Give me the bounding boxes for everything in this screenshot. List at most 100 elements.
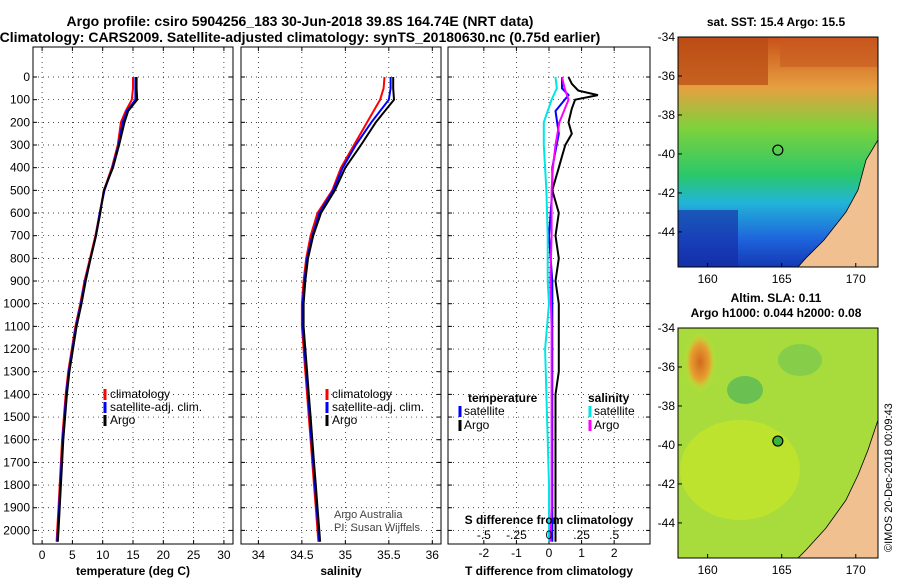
salinity-difference-tick-label: -.25 [506,528,527,542]
temperature-series-argo [56,77,139,542]
difference-panel: -2 -1 0 1 2 T difference from climatology temp… [447,46,651,578]
difference-legend-label: satellite [594,404,635,418]
depth-tick-label: 1700 [3,455,30,469]
salinity-xtick-label: 34 [252,548,266,562]
temperature-legend-label: Argo [110,413,136,427]
sla-low-eddy [727,376,763,404]
sla-map-axes: 160 165 170 -34 -36 -38 -40 -42 -44 [658,321,866,577]
sst-map-xtick-label: 160 [698,272,718,286]
depth-tick-label: 400 [10,161,30,175]
depth-tick-label: 1500 [3,410,30,424]
difference-xlabel-salinity: S difference from climatology [465,513,634,527]
depth-tick-label: 600 [10,206,30,220]
sst-map-axes: 160 165 170 -34 -36 -38 -40 -42 -44 [658,30,866,286]
temperature-xtick-label: 25 [187,548,201,562]
difference-xtick-label: -1 [511,546,522,560]
depth-tick-label: 900 [10,274,30,288]
salinity-xtick-label: 34.5 [290,548,314,562]
sla-map-ytick-label: -44 [658,516,676,530]
sst-map-ytick-label: -42 [658,186,676,200]
depth-tick-label: 1800 [3,478,30,492]
sla-argo-position-marker [772,435,784,447]
sla-map-frame [677,327,879,559]
depth-tick-label: 1100 [4,319,30,333]
salinity-xtick-label: 35.5 [377,548,401,562]
legend-salinity-heading: salinity [588,391,630,405]
credit-line1: Argo Australia [334,509,403,521]
sla-map-subtitle: Argo h1000: 0.044 h2000: 0.08 [691,306,862,320]
sla-land-coast [797,419,878,558]
sla-map-xtick-label: 165 [772,563,792,577]
depth-tick-label: 500 [10,183,30,197]
difference-series-argo-salinity [549,76,570,542]
temperature-xtick-label: 15 [126,548,140,562]
temperature-xtick-label: 20 [157,548,171,562]
imos-timestamp: ©IMOS 20-Dec-2018 00:09:43 [883,403,895,552]
depth-tick-label: 1900 [3,501,30,515]
difference-series-satellite-salinity [542,76,558,542]
temperature-panel: 0 5 10 15 20 25 300100200300400500600700800900… [3,46,234,578]
sla-low-eddy-east [778,344,822,376]
difference-xtick-label: 2 [611,546,618,560]
depth-tick-label: 1400 [3,387,30,401]
sst-land-coast [797,139,878,267]
sst-warm-patch-east [780,37,878,67]
salinity-series-argo [302,77,396,542]
salinity-difference-tick-label: -.5 [477,528,491,542]
temperature-xtick-label: 5 [69,548,76,562]
depth-tick-label: 300 [10,138,30,152]
salinity-difference-tick-label: .5 [609,528,619,542]
figure-title-line2: Climatology: CARS2009. Satellite-adjuste… [0,29,600,45]
temperature-xtick-label: 10 [96,548,110,562]
salinity-panel: 34 34.5 35 35.5 36 salinity climatologysatelli… [240,46,442,578]
temperature-legend-label: climatology [110,387,170,401]
sla-map-ytick-label: -34 [658,321,676,335]
sla-map-title: Altim. SLA: 0.11 [731,291,822,305]
depth-tick-label: 800 [10,251,30,265]
sst-map-ytick-label: -38 [658,108,676,122]
figure-title-line1: Argo profile: csiro 5904256_183 30-Jun-2… [67,13,534,29]
sla-map-ytick-label: -42 [658,477,676,491]
salinity-legend-label: satellite-adj. clim. [332,400,424,414]
temperature-legend-label: satellite-adj. clim. [110,400,202,414]
difference-series-argo-temperature [551,76,599,542]
difference-xtick-label: 1 [578,546,585,560]
sst-map-ytick-label: -36 [658,69,676,83]
temperature-frame [32,46,234,545]
sst-map-ytick-label: -34 [658,30,676,44]
sla-map-ytick-label: -36 [658,360,676,374]
salinity-xtick-label: 35 [339,548,353,562]
sst-map-xtick-label: 170 [846,272,866,286]
difference-legend-label: Argo [464,418,490,432]
sst-map-ytick-label: -44 [658,225,676,239]
sst-map [677,36,879,268]
difference-xlabel: T difference from climatology [465,564,633,578]
depth-tick-label: 1200 [3,342,30,356]
depth-tick-label: 2000 [3,523,30,537]
sst-map-title: sat. SST: 15.4 Argo: 15.5 [707,15,846,29]
difference-xtick-label: 0 [546,546,553,560]
depth-tick-label: 1300 [3,365,30,379]
salinity-difference-tick-label: 0 [546,528,553,542]
temperature-series-climatology [55,77,134,542]
depth-tick-label: 1000 [3,297,30,311]
sla-map-ytick-label: -40 [658,438,676,452]
depth-tick-label: 0 [23,70,30,84]
salinity-series-satellite-adj-clim- [301,77,392,542]
depth-tick-label: 100 [10,93,30,107]
sst-cold-patch [678,210,738,267]
depth-tick-label: 200 [10,115,30,129]
sla-high-eddy [684,332,716,392]
temperature-xtick-label: 30 [217,548,231,562]
sla-yellow-patch [680,420,800,520]
salinity-difference-tick-label: .25 [573,528,590,542]
legend-temperature-heading: temperature [468,391,538,405]
sst-warm-patch [678,37,768,85]
sst-argo-position-marker [772,144,784,156]
salinity-legend-label: Argo [332,413,358,427]
difference-frame [447,46,651,545]
temperature-xtick-label: 0 [39,548,46,562]
sla-map-ytick-label: -38 [658,399,676,413]
